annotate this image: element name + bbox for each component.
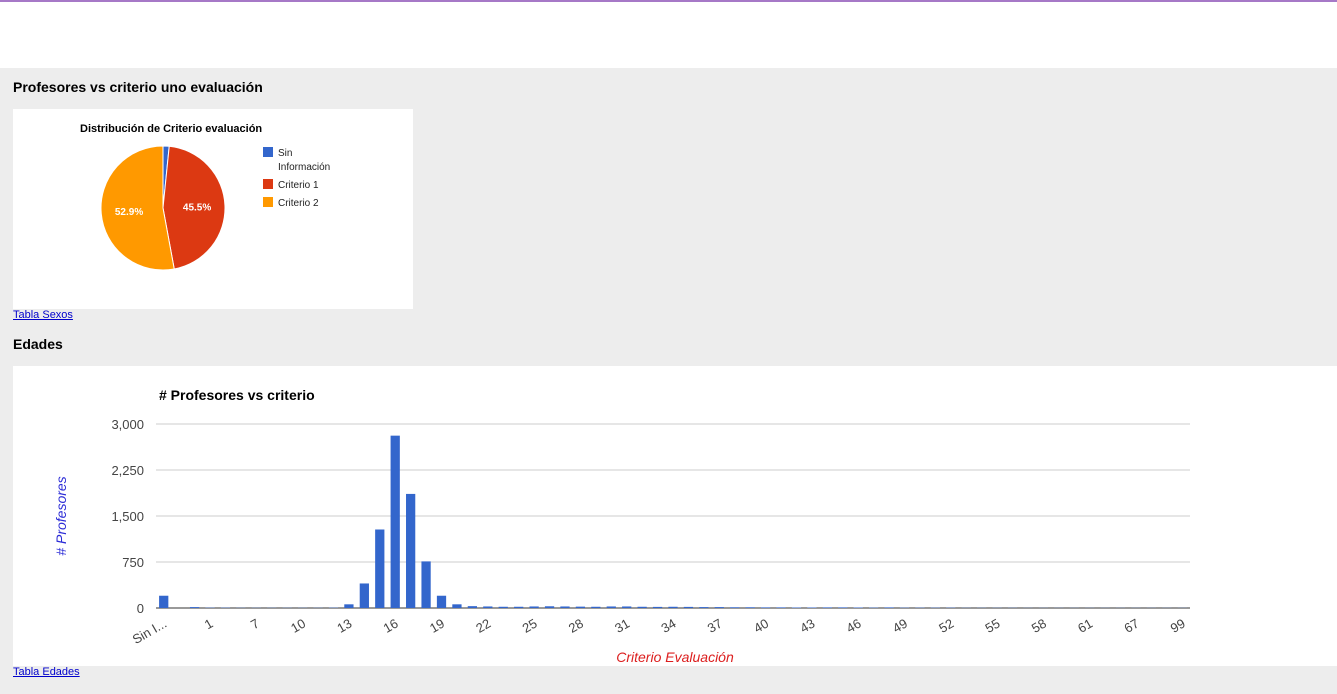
bar	[730, 607, 740, 608]
bar	[560, 606, 570, 608]
bar	[622, 606, 632, 608]
y-tick-label: 1,500	[111, 509, 144, 524]
bar	[483, 606, 493, 608]
x-tick-label: Sin I...	[130, 616, 169, 647]
bar	[822, 607, 832, 608]
y-tick-label: 750	[122, 555, 144, 570]
bar	[390, 435, 400, 608]
bar	[406, 493, 416, 608]
y-axis-label: # Profesores	[53, 476, 69, 555]
bar	[575, 606, 586, 608]
x-tick-label: 31	[612, 616, 632, 636]
x-tick-label: 7	[248, 616, 262, 633]
pie-slice-label: 52.9%	[115, 207, 143, 218]
x-tick-label: 67	[1121, 616, 1141, 636]
bar	[745, 607, 755, 608]
legend-swatch	[263, 179, 273, 189]
x-tick-label: 61	[1075, 616, 1095, 636]
bar	[529, 606, 539, 608]
y-tick-label: 0	[137, 601, 144, 616]
x-tick-label: 43	[797, 616, 817, 636]
x-tick-label: 19	[427, 616, 447, 636]
legend-swatch	[263, 197, 273, 207]
bar	[452, 604, 462, 608]
bar	[514, 606, 524, 608]
bar	[776, 607, 786, 608]
x-tick-label: 28	[566, 616, 586, 636]
legend-label: Información	[278, 162, 330, 173]
legend-label: Criterio 2	[278, 198, 319, 209]
section-title-edades: Edades	[13, 336, 63, 352]
bar	[421, 561, 431, 608]
bar	[544, 606, 555, 608]
x-tick-label: 52	[936, 616, 956, 636]
pie-slice	[162, 145, 226, 270]
y-tick-label: 3,000	[111, 417, 144, 432]
pie-chart-panel: Distribución de Criterio evaluación 45.5…	[13, 109, 413, 309]
x-tick-label: 49	[890, 616, 910, 636]
bar	[884, 607, 894, 608]
bar	[714, 607, 724, 608]
legend-label: Criterio 1	[278, 180, 319, 191]
bar	[760, 607, 771, 608]
x-tick-label: 58	[1029, 616, 1049, 636]
section-title-criterio: Profesores vs criterio uno evaluación	[13, 79, 263, 95]
bar	[683, 606, 694, 608]
bar	[838, 607, 848, 608]
x-tick-label: 34	[658, 616, 678, 636]
x-tick-label: 99	[1168, 616, 1188, 636]
x-tick-label: 1	[202, 616, 216, 633]
bar	[436, 595, 447, 608]
bar	[344, 604, 354, 608]
y-tick-label: 2,250	[111, 463, 144, 478]
x-tick-label: 55	[983, 616, 1003, 636]
bar	[159, 595, 169, 608]
bar	[498, 606, 508, 608]
legend-swatch	[263, 147, 273, 157]
bar	[359, 583, 369, 608]
pie-chart-title: Distribución de Criterio evaluación	[80, 123, 262, 135]
pie-slice	[100, 145, 175, 271]
x-tick-label: 25	[520, 616, 540, 636]
bar	[189, 607, 200, 608]
x-tick-label: 37	[705, 616, 725, 636]
bar	[699, 607, 709, 608]
tabla-sexos-link[interactable]: Tabla Sexos	[13, 309, 73, 321]
top-header-bar	[0, 0, 1337, 68]
pie-slice-label: 45.5%	[183, 203, 211, 214]
bar-chart-title: # Profesores vs criterio	[159, 387, 315, 403]
x-tick-label: 22	[473, 616, 493, 636]
bar-chart-panel: # Profesores vs criterio 0 750 1,500 2,250 3…	[13, 366, 1337, 666]
tabla-edades-link[interactable]: Tabla Edades	[13, 666, 80, 678]
bar	[591, 606, 601, 608]
pie-chart: Distribución de Criterio evaluación 45.5…	[80, 123, 330, 271]
bar	[668, 606, 678, 608]
bar	[375, 529, 385, 608]
x-tick-label: 13	[334, 616, 354, 636]
bar	[652, 606, 663, 608]
bar-chart: # Profesores vs criterio 0 750 1,500 2,250 3…	[53, 387, 1190, 665]
x-axis-label: Criterio Evaluación	[616, 649, 734, 665]
x-tick-label: 40	[751, 616, 771, 636]
x-tick-label: 10	[288, 616, 308, 636]
bar	[467, 606, 478, 608]
x-tick-label: 46	[844, 616, 864, 636]
bar	[606, 606, 616, 608]
bar	[637, 606, 647, 608]
x-tick-label: 16	[381, 616, 401, 636]
legend-label: Sin	[278, 148, 292, 159]
